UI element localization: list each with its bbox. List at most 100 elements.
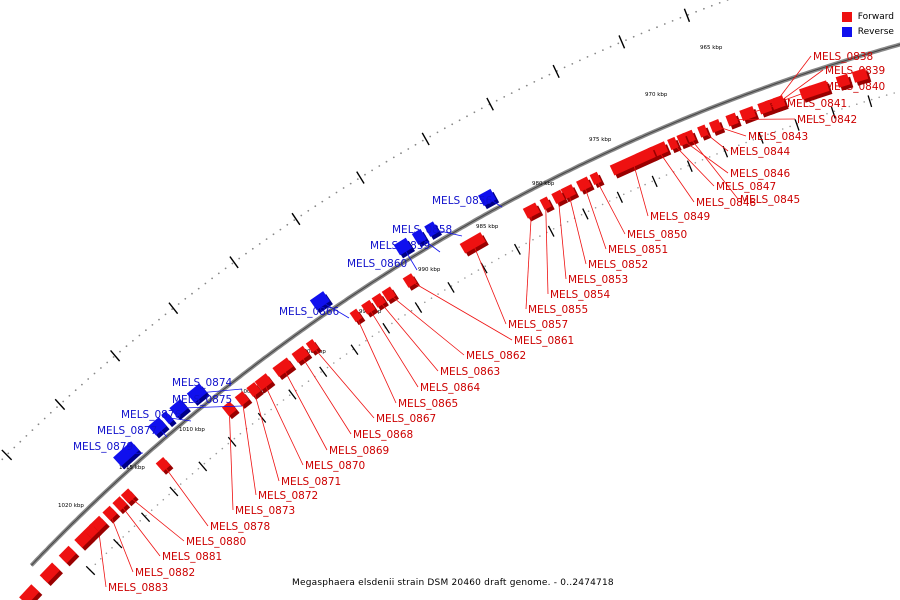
reverse-gene-label[interactable]: MELS_0877: [97, 425, 157, 437]
reverse-gene-block[interactable]: [424, 221, 443, 240]
forward-gene-block[interactable]: [676, 132, 691, 150]
reverse-gene-block[interactable]: [393, 237, 416, 259]
forward-gene-block[interactable]: [39, 562, 63, 587]
inner-tick: [113, 538, 123, 549]
reverse-gene-label[interactable]: MELS_0875: [172, 394, 232, 406]
forward-gene-label[interactable]: MELS_0844: [730, 146, 790, 158]
forward-gene-block[interactable]: [234, 391, 253, 409]
scale-dot: [238, 257, 241, 260]
forward-gene-block[interactable]: [74, 530, 95, 551]
forward-gene-block[interactable]: [246, 382, 264, 400]
reverse-gene-label[interactable]: MELS_0879: [73, 441, 133, 453]
forward-gene-label[interactable]: MELS_0865: [398, 398, 458, 410]
forward-gene-label[interactable]: MELS_0847: [716, 181, 776, 193]
gene-body: [112, 496, 128, 512]
scale-dot: [265, 238, 268, 241]
forward-gene-label[interactable]: MELS_0882: [135, 567, 195, 579]
forward-gene-block[interactable]: [539, 196, 555, 213]
forward-gene-label[interactable]: MELS_0846: [730, 168, 790, 180]
forward-gene-block[interactable]: [708, 119, 726, 136]
reverse-gene-label[interactable]: MELS_0860: [347, 258, 407, 270]
reverse-gene-label[interactable]: MELS_0874: [172, 377, 232, 389]
forward-gene-block[interactable]: [381, 286, 399, 305]
reverse-gene-label[interactable]: MELS_0876: [121, 409, 181, 421]
forward-gene-label[interactable]: MELS_0880: [186, 536, 246, 548]
forward-gene-block[interactable]: [851, 68, 872, 86]
forward-gene-block[interactable]: [697, 124, 712, 141]
inner-tick: [169, 486, 179, 497]
forward-gene-block[interactable]: [809, 80, 833, 100]
forward-gene-label[interactable]: MELS_0868: [353, 429, 413, 441]
forward-gene-label[interactable]: MELS_0852: [588, 259, 648, 271]
forward-gene-label[interactable]: MELS_0853: [568, 274, 628, 286]
forward-gene-label[interactable]: MELS_0864: [420, 382, 480, 394]
forward-gene-block[interactable]: [112, 496, 131, 515]
forward-gene-block[interactable]: [349, 308, 366, 326]
forward-gene-label[interactable]: MELS_0873: [235, 505, 295, 517]
forward-gene-label[interactable]: MELS_0878: [210, 521, 270, 533]
forward-gene-label[interactable]: MELS_0842: [797, 114, 857, 126]
forward-gene-label[interactable]: MELS_0845: [740, 194, 800, 206]
forward-gene-block[interactable]: [155, 456, 174, 475]
reverse-gene-block[interactable]: [411, 228, 430, 248]
scale-dot-inner: [566, 220, 569, 223]
forward-gene-label[interactable]: MELS_0854: [550, 289, 610, 301]
forward-gene-label[interactable]: MELS_0849: [650, 211, 710, 223]
forward-gene-label[interactable]: MELS_0863: [440, 366, 500, 378]
forward-gene-block[interactable]: [459, 232, 489, 257]
reverse-gene-block[interactable]: [169, 399, 191, 421]
forward-gene-label[interactable]: MELS_0839: [825, 65, 885, 77]
forward-gene-label[interactable]: MELS_0850: [627, 229, 687, 241]
reverse-gene-label[interactable]: MELS_0856: [432, 195, 492, 207]
forward-gene-label[interactable]: MELS_0862: [466, 350, 526, 362]
forward-gene-block[interactable]: [102, 505, 121, 524]
forward-gene-label[interactable]: MELS_0843: [748, 131, 808, 143]
scale-dot: [586, 56, 589, 58]
forward-gene-block[interactable]: [589, 171, 605, 189]
forward-gene-label[interactable]: MELS_0840: [825, 81, 885, 93]
forward-gene-block[interactable]: [272, 357, 297, 380]
forward-gene-label[interactable]: MELS_0848: [696, 197, 756, 209]
forward-gene-block[interactable]: [120, 488, 139, 507]
reverse-gene-label[interactable]: MELS_0866: [279, 306, 339, 318]
scale-dot-inner: [658, 177, 661, 179]
forward-gene-label[interactable]: MELS_0869: [329, 445, 389, 457]
reverse-gene-block[interactable]: [113, 441, 143, 470]
reverse-gene-block[interactable]: [186, 383, 210, 406]
reverse-gene-block[interactable]: [309, 291, 333, 314]
forward-gene-label[interactable]: MELS_0841: [787, 98, 847, 110]
forward-gene-block[interactable]: [609, 146, 659, 179]
forward-gene-block[interactable]: [725, 112, 742, 130]
forward-gene-block[interactable]: [835, 73, 854, 91]
forward-gene-block[interactable]: [254, 373, 276, 394]
forward-gene-label[interactable]: MELS_0883: [108, 582, 168, 594]
forward-gene-block[interactable]: [576, 176, 595, 195]
forward-gene-block[interactable]: [361, 299, 379, 318]
forward-gene-block[interactable]: [739, 105, 760, 125]
forward-gene-block[interactable]: [58, 545, 80, 567]
scale-dot-inner: [221, 447, 224, 450]
forward-gene-label[interactable]: MELS_0867: [376, 413, 436, 425]
forward-gene-label[interactable]: MELS_0871: [281, 476, 341, 488]
forward-gene-block[interactable]: [551, 189, 569, 207]
forward-gene-label[interactable]: MELS_0851: [608, 244, 668, 256]
forward-gene-leader: [263, 381, 304, 466]
forward-gene-label[interactable]: MELS_0872: [258, 490, 318, 502]
reverse-gene-leader: [486, 197, 503, 208]
forward-gene-label[interactable]: MELS_0857: [508, 319, 568, 331]
reverse-gene-block[interactable]: [478, 188, 500, 210]
forward-gene-label[interactable]: MELS_0861: [514, 335, 574, 347]
forward-gene-label[interactable]: MELS_0881: [162, 551, 222, 563]
reverse-gene-label[interactable]: MELS_0858: [392, 224, 452, 236]
forward-gene-block[interactable]: [402, 273, 420, 291]
forward-gene-block[interactable]: [522, 202, 544, 222]
forward-gene-block[interactable]: [83, 523, 102, 542]
forward-gene-block[interactable]: [221, 401, 240, 420]
reverse-gene-block[interactable]: [161, 411, 177, 428]
forward-gene-block[interactable]: [291, 345, 313, 366]
forward-gene-block[interactable]: [19, 584, 43, 600]
forward-gene-label[interactable]: MELS_0838: [813, 51, 873, 63]
scale-dot: [164, 313, 167, 316]
forward-gene-label[interactable]: MELS_0870: [305, 460, 365, 472]
forward-gene-label[interactable]: MELS_0855: [528, 304, 588, 316]
